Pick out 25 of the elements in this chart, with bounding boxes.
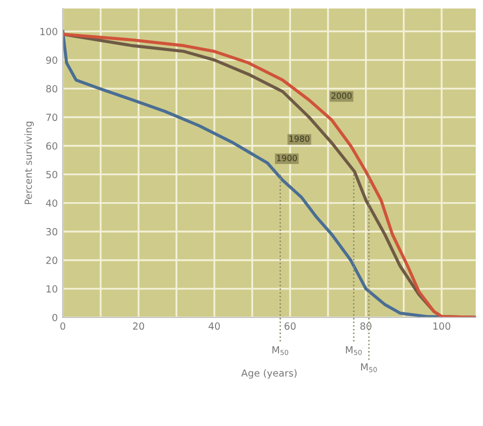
y-tick-label: 0 bbox=[52, 314, 58, 322]
y-tick-label: 30 bbox=[46, 228, 58, 236]
y-tick-label: 10 bbox=[46, 285, 58, 293]
series-label: 2000 bbox=[332, 92, 352, 99]
series-label: 1900 bbox=[277, 154, 297, 162]
series-label: 1980 bbox=[290, 136, 310, 142]
x-axis-title: Age (years) bbox=[241, 369, 297, 379]
ref-line-label: M$_{50}$ bbox=[361, 363, 377, 372]
y-tick-label: 60 bbox=[46, 142, 58, 150]
y-tick-label: 70 bbox=[46, 114, 58, 122]
ref-line-label: M$_{50}$ bbox=[272, 346, 288, 356]
y-tick-label: 90 bbox=[46, 56, 58, 64]
x-tick-label: 40 bbox=[208, 322, 220, 330]
ref-line-label: M$_{50}$ bbox=[346, 346, 362, 356]
x-tick-label: 80 bbox=[360, 322, 372, 330]
y-axis-title: Percent surviving bbox=[24, 122, 34, 204]
y-tick-label: 20 bbox=[46, 256, 58, 264]
x-tick-label: 100 bbox=[433, 322, 450, 330]
x-tick-label: 0 bbox=[60, 322, 66, 330]
x-tick-label: 60 bbox=[284, 322, 296, 330]
y-tick-label: 50 bbox=[46, 170, 58, 178]
x-tick-label: 20 bbox=[133, 322, 144, 330]
y-tick-label: 100 bbox=[40, 28, 58, 36]
y-tick-label: 40 bbox=[46, 199, 58, 207]
y-tick-label: 80 bbox=[46, 85, 58, 92]
